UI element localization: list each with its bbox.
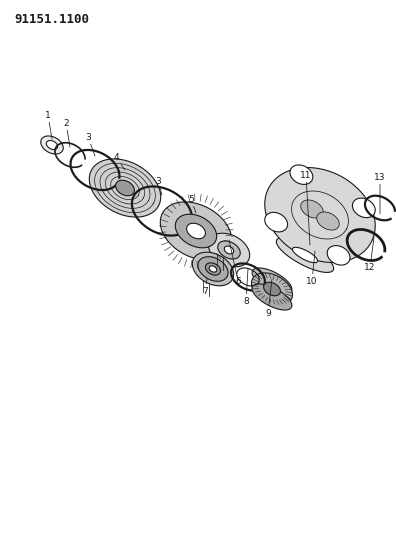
Polygon shape: [252, 284, 292, 310]
Text: 3: 3: [155, 176, 162, 195]
Polygon shape: [209, 266, 217, 272]
Polygon shape: [293, 247, 318, 263]
Text: 7: 7: [202, 279, 208, 295]
Polygon shape: [290, 165, 313, 184]
Polygon shape: [192, 252, 234, 286]
Polygon shape: [301, 200, 323, 218]
Polygon shape: [198, 257, 228, 281]
Text: 10: 10: [306, 251, 318, 286]
Polygon shape: [160, 202, 232, 260]
Polygon shape: [327, 246, 350, 265]
Polygon shape: [224, 246, 234, 254]
Polygon shape: [252, 268, 292, 294]
Polygon shape: [175, 214, 217, 248]
Polygon shape: [89, 159, 161, 217]
Polygon shape: [218, 241, 240, 259]
Text: 8: 8: [243, 269, 249, 305]
Polygon shape: [187, 223, 206, 239]
Text: 4: 4: [113, 152, 125, 170]
Polygon shape: [208, 233, 249, 267]
Polygon shape: [206, 263, 221, 275]
Text: 1: 1: [45, 110, 52, 139]
Text: 6: 6: [229, 240, 241, 286]
Text: 11: 11: [300, 171, 312, 245]
Polygon shape: [264, 282, 280, 296]
Polygon shape: [251, 273, 293, 305]
Polygon shape: [317, 212, 339, 230]
Polygon shape: [46, 141, 58, 150]
Text: 3: 3: [85, 133, 95, 156]
Polygon shape: [41, 136, 63, 154]
Polygon shape: [265, 167, 375, 262]
Text: 12: 12: [364, 237, 376, 272]
Polygon shape: [265, 212, 287, 232]
Text: 5: 5: [188, 195, 196, 213]
Text: 91151.1100: 91151.1100: [14, 13, 89, 26]
Text: 2: 2: [63, 118, 70, 147]
Text: 9: 9: [265, 279, 272, 318]
Text: 13: 13: [374, 173, 386, 214]
Polygon shape: [276, 238, 334, 272]
Polygon shape: [116, 180, 134, 196]
Polygon shape: [352, 198, 375, 217]
